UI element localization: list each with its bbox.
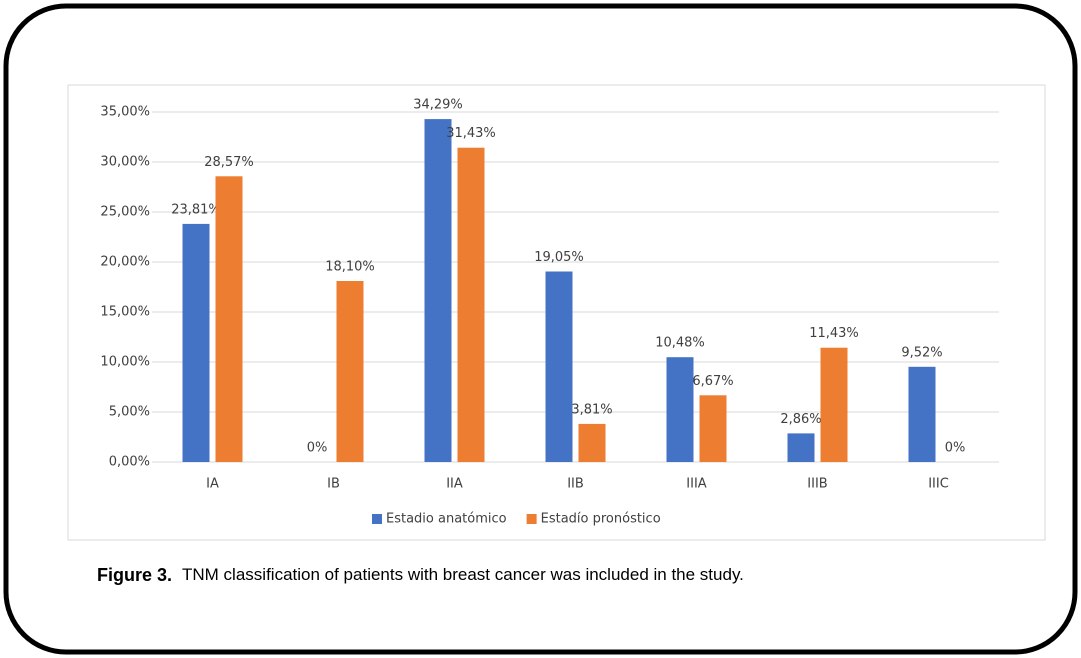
x-tick-label: IIIA <box>686 477 707 492</box>
legend-label: Estadio anatómico <box>386 512 507 527</box>
y-tick-label: 0,00% <box>109 455 150 470</box>
data-label: 2,86% <box>780 412 821 427</box>
data-label: 0% <box>945 441 966 456</box>
legend-label: Estadío pronóstico <box>541 512 661 527</box>
y-tick-label: 5,00% <box>109 405 150 420</box>
caption: Figure 3. TNM classification of patients … <box>97 565 744 585</box>
bar <box>545 271 573 462</box>
bar <box>699 395 727 462</box>
bar <box>666 357 694 462</box>
data-label: 0% <box>307 441 328 456</box>
data-label: 19,05% <box>534 250 584 265</box>
data-label: 10,48% <box>655 336 705 351</box>
x-tick-label: IIA <box>446 477 463 492</box>
x-tick-label: IA <box>206 477 219 492</box>
data-label: 9,52% <box>901 345 942 360</box>
data-label: 11,43% <box>809 326 859 341</box>
legend-swatch <box>372 514 382 524</box>
data-label: 18,10% <box>325 260 375 275</box>
x-tick-label: IIB <box>567 477 584 492</box>
y-tick-label: 10,00% <box>100 355 150 370</box>
bar <box>787 433 815 462</box>
data-label: 34,29% <box>413 98 463 113</box>
caption-label: Figure 3. <box>97 565 172 585</box>
x-tick-label: IIIB <box>807 477 827 492</box>
y-tick-label: 35,00% <box>100 105 150 120</box>
y-tick-label: 15,00% <box>100 305 150 320</box>
data-label: 23,81% <box>171 202 221 217</box>
bar <box>457 147 485 462</box>
data-label: 3,81% <box>571 402 612 417</box>
x-tick-label: IIIC <box>928 477 949 492</box>
data-label: 28,57% <box>204 155 254 170</box>
bar <box>182 223 210 462</box>
x-tick-label: IB <box>327 477 340 492</box>
bar <box>215 176 243 463</box>
y-tick-label: 25,00% <box>100 205 150 220</box>
bar <box>424 119 452 462</box>
data-label: 6,67% <box>692 374 733 389</box>
bar <box>578 423 606 462</box>
bar <box>336 281 364 462</box>
caption-text: TNM classification of patients with brea… <box>182 565 744 584</box>
bar <box>820 347 848 462</box>
legend-swatch <box>526 514 537 524</box>
y-tick-label: 30,00% <box>100 155 150 170</box>
data-label: 31,43% <box>446 126 496 141</box>
bar <box>908 366 936 462</box>
y-tick-label: 20,00% <box>100 255 150 270</box>
